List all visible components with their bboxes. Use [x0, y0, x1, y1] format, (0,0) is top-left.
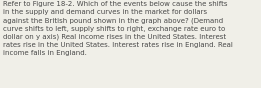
Text: Refer to Figure 18-2. Which of the events below cause the shifts
in the supply a: Refer to Figure 18-2. Which of the event…	[3, 1, 233, 56]
